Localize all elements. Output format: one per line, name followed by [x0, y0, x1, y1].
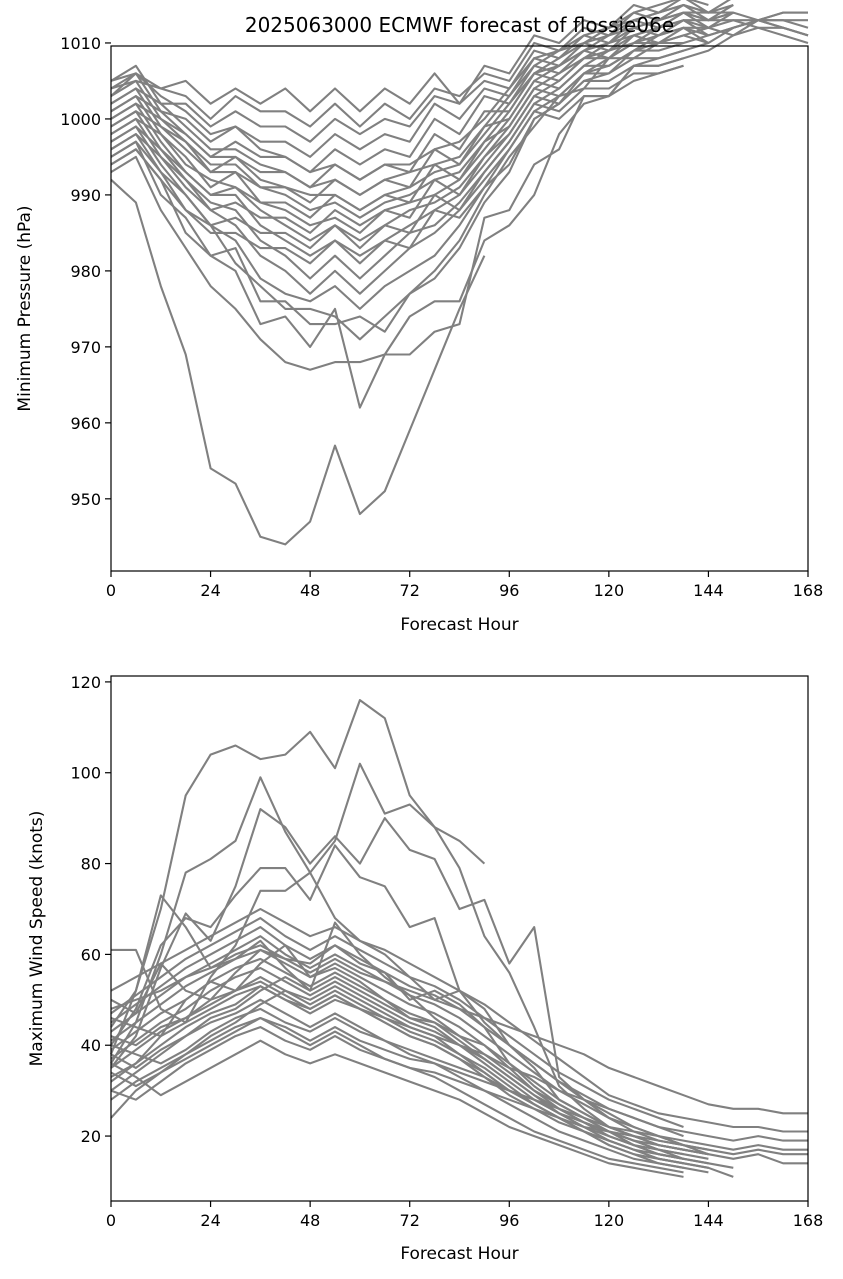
y-tick-label: 960 [70, 414, 101, 433]
series-line-24 [110, 944, 808, 1115]
series-line-17 [110, 11, 709, 143]
series-line-26 [110, 1016, 808, 1151]
series-line-16 [110, 3, 734, 128]
series-line-25 [110, 64, 684, 265]
series-line-27 [110, 907, 808, 1133]
x-tick-label: 72 [400, 581, 420, 600]
x-tick-label: 96 [499, 581, 519, 600]
series-line-15 [110, 0, 709, 113]
series-line-11 [110, 11, 734, 219]
x-tick-label: 144 [693, 1211, 724, 1230]
series-line-19 [110, 26, 709, 174]
series-line-20 [110, 34, 709, 189]
x-tick-label: 72 [400, 1211, 420, 1230]
series-line-2 [110, 11, 808, 409]
series-line-17 [110, 917, 684, 1128]
x-tick-label: 168 [793, 1211, 824, 1230]
series-group [110, 699, 808, 1178]
y-tick-label: 40 [81, 1036, 101, 1055]
series-line-0 [110, 178, 486, 546]
x-tick-label: 168 [793, 581, 824, 600]
series-line-18 [110, 980, 709, 1169]
x-tick-label: 24 [200, 581, 220, 600]
y-tick-label: 80 [81, 855, 101, 874]
series-line-21 [110, 41, 684, 204]
y-tick-label: 970 [70, 338, 101, 357]
y-tick-label: 100 [70, 764, 101, 783]
series-line-25 [110, 1026, 808, 1156]
x-tick-label: 0 [106, 581, 116, 600]
series-line-14 [110, 948, 684, 1151]
y-axis-label: Maximum Wind Speed (knots) [27, 811, 47, 1067]
y-tick-label: 60 [81, 945, 101, 964]
x-tick-label: 120 [594, 1211, 625, 1230]
series-line-0 [110, 699, 486, 1055]
x-tick-label: 24 [200, 1211, 220, 1230]
y-axis-label: Minimum Pressure (hPa) [15, 205, 35, 411]
x-axis-label: Forecast Hour [400, 1244, 518, 1264]
series-line-1 [110, 11, 808, 371]
series-line-24 [110, 64, 684, 250]
wind-panel: 0 24 48 72 96 120 144 168 20 40 60 80 100 120 Forecast… [27, 673, 823, 1264]
series-line-7 [110, 11, 809, 280]
pressure-panel: 0 24 48 72 96 120 144 168 950 960 970 980 990 1000 101… [15, 0, 823, 635]
y-tick-label: 120 [70, 673, 101, 692]
series-line-18 [110, 19, 709, 158]
axes-frame [110, 45, 809, 572]
y-tick-label: 20 [81, 1127, 101, 1146]
y-tick-label: 990 [70, 186, 101, 205]
chart-title: 2025063000 ECMWF forecast of flossie06e [245, 13, 674, 37]
series-line-9 [110, 11, 734, 250]
x-tick-label: 0 [106, 1211, 116, 1230]
series-line-23 [110, 985, 808, 1142]
y-tick-label: 980 [70, 262, 101, 281]
series-line-15 [110, 935, 684, 1147]
x-tick-label: 96 [499, 1211, 519, 1230]
series-line-22 [110, 49, 684, 219]
x-axis-label: Forecast Hour [400, 615, 518, 635]
y-tick-label: 950 [70, 490, 101, 509]
series-group [110, 0, 809, 546]
series-line-5 [110, 19, 809, 310]
series-line-21 [110, 1039, 684, 1178]
axes-frame [110, 675, 809, 1202]
x-tick-label: 120 [594, 581, 625, 600]
y-tick-label: 1000 [60, 110, 101, 129]
series-line-19 [110, 998, 684, 1169]
series-line-16 [110, 926, 684, 1138]
x-tick-label: 144 [693, 581, 724, 600]
series-line-3 [110, 19, 809, 333]
y-tick-label: 1010 [60, 34, 101, 53]
x-tick-label: 48 [300, 1211, 320, 1230]
series-line-23 [110, 57, 684, 234]
x-tick-label: 48 [300, 581, 320, 600]
